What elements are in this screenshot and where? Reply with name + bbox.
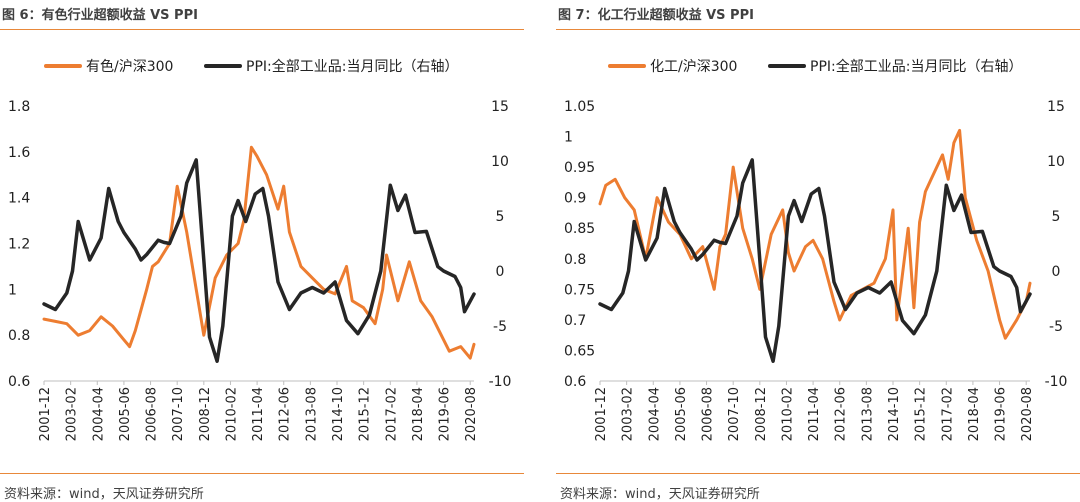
chart-panel-left: 图 6：有色行业超额收益 VS PPI 有色/沪深300 PPI:全部工业品:当… xyxy=(0,0,524,502)
legend-swatch-ratio xyxy=(44,64,82,68)
x-tick-label: 2004-04 xyxy=(91,387,106,441)
y-tick-label-left: 0.7 xyxy=(564,313,586,329)
x-tick-label: 2017-02 xyxy=(940,387,955,441)
y-tick-label-left: 1 xyxy=(8,282,17,298)
y-tick-label-right: 0 xyxy=(496,264,505,280)
x-tick-label: 2005-06 xyxy=(118,387,133,441)
x-tick-label: 2003-02 xyxy=(621,387,636,441)
x-tick-label: 2012-06 xyxy=(834,387,849,441)
y-tick-label-left: 0.75 xyxy=(564,282,595,298)
x-tick-label: 2019-06 xyxy=(438,387,453,441)
legend-item-ratio: 化工/沪深300 xyxy=(608,56,737,76)
y-tick-label-left: 0.65 xyxy=(564,343,595,359)
y-tick-label-left: 0.6 xyxy=(8,374,30,390)
legend-swatch-ppi xyxy=(768,64,806,68)
y-tick-label-left: 0.85 xyxy=(564,221,595,237)
y-tick-label-right: -5 xyxy=(493,319,507,335)
x-tick-label: 2015-12 xyxy=(914,387,929,441)
y-tick-label-right: 5 xyxy=(496,209,505,225)
legend-swatch-ratio xyxy=(608,64,646,68)
chart-title: 图 7：化工行业超额收益 VS PPI xyxy=(558,8,754,23)
series-line-ratio xyxy=(42,145,476,360)
y-tick-label-right: 5 xyxy=(1052,209,1061,225)
legend-label-ppi: PPI:全部工业品:当月同比（右轴） xyxy=(246,59,459,75)
legend-item-ratio: 有色/沪深300 xyxy=(44,56,173,76)
x-tick-label: 2018-04 xyxy=(411,387,426,441)
y-tick-label-left: 1.8 xyxy=(8,99,30,115)
y-tick-label-left: 1.05 xyxy=(564,99,595,115)
y-tick-label-left: 0.8 xyxy=(8,328,30,344)
y-tick-label-right: -10 xyxy=(1045,374,1068,390)
series-line-ppi xyxy=(42,158,476,363)
x-tick-label: 2013-08 xyxy=(304,387,319,441)
chart-plot-area: 0.6 0.8 1 1.2 1.4 1.6 1.8 -10 -5 0 5 10 15 2001-12 200… xyxy=(8,99,512,441)
x-tick-label: 2007-10 xyxy=(171,387,186,441)
x-tick-label: 2015-12 xyxy=(358,387,373,441)
chart-panel-right: 图 7：化工行业超额收益 VS PPI 化工/沪深300 PPI:全部工业品:当… xyxy=(556,0,1080,502)
y-tick-label-right: -10 xyxy=(489,374,512,390)
y-tick-label-right: 10 xyxy=(491,154,509,170)
y-tick-label-right: 10 xyxy=(1047,154,1065,170)
y-tick-label-left: 0.8 xyxy=(564,252,586,268)
x-tick-label: 2011-04 xyxy=(251,387,266,441)
source-note: 资料来源：wind，天风证券研究所 xyxy=(4,487,204,502)
x-tick-label: 2017-02 xyxy=(384,387,399,441)
source-note: 资料来源：wind，天风证券研究所 xyxy=(560,487,760,502)
x-tick-label: 2001-12 xyxy=(594,387,609,441)
x-tick-label: 2020-08 xyxy=(1020,387,1035,441)
x-tick-label: 2005-06 xyxy=(674,387,689,441)
x-tick-label: 2020-08 xyxy=(464,387,479,441)
legend-label-ratio: 有色/沪深300 xyxy=(86,59,174,75)
x-tick-label: 2010-02 xyxy=(224,387,239,441)
chart-title: 图 6：有色行业超额收益 VS PPI xyxy=(2,8,198,23)
legend-label-ppi: PPI:全部工业品:当月同比（右轴） xyxy=(810,59,1023,75)
x-tick-label: 2003-02 xyxy=(65,387,80,441)
y-tick-label-left: 1.2 xyxy=(8,237,30,253)
x-tick-label: 2007-10 xyxy=(727,387,742,441)
legend-item-ppi: PPI:全部工业品:当月同比（右轴） xyxy=(204,56,458,76)
y-tick-label-left: 0.9 xyxy=(564,191,586,207)
x-tick-label: 2011-04 xyxy=(807,387,822,441)
x-tick-label: 2010-02 xyxy=(780,387,795,441)
y-tick-label-left: 1.6 xyxy=(8,145,30,161)
y-tick-label-left: 1.4 xyxy=(8,191,30,207)
series-line-ratio xyxy=(598,128,1032,340)
y-tick-label-right: 15 xyxy=(1047,99,1065,115)
y-tick-label-left: 0.6 xyxy=(564,374,586,390)
x-tick-label: 2006-08 xyxy=(701,387,716,441)
top-rule xyxy=(0,29,524,30)
y-tick-label-right: 0 xyxy=(1052,264,1061,280)
chart-plot-area: 0.6 0.65 0.7 0.75 0.8 0.85 0.9 0.95 1 1.05 -10 -5 0 5… xyxy=(564,99,1068,441)
x-tick-label: 2012-06 xyxy=(278,387,293,441)
x-tick-label: 2014-10 xyxy=(331,387,346,441)
x-tick-label: 2001-12 xyxy=(38,387,53,441)
y-tick-label-right: 15 xyxy=(491,99,509,115)
x-tick-label: 2014-10 xyxy=(887,387,902,441)
x-tick-label: 2004-04 xyxy=(647,387,662,441)
x-tick-label: 2008-12 xyxy=(198,387,213,441)
legend-label-ratio: 化工/沪深300 xyxy=(650,59,738,75)
y-tick-label-right: -5 xyxy=(1049,319,1063,335)
legend-swatch-ppi xyxy=(204,64,242,68)
bottom-rule xyxy=(0,473,524,474)
x-tick-label: 2006-08 xyxy=(145,387,160,441)
bottom-rule xyxy=(556,473,1080,474)
top-rule xyxy=(556,29,1080,30)
x-tick-label: 2008-12 xyxy=(754,387,769,441)
legend-item-ppi: PPI:全部工业品:当月同比（右轴） xyxy=(768,56,1022,76)
x-tick-label: 2013-08 xyxy=(860,387,875,441)
x-tick-label: 2018-04 xyxy=(967,387,982,441)
y-tick-label-left: 0.95 xyxy=(564,160,595,176)
series-line-ppi xyxy=(598,158,1032,363)
x-tick-label: 2019-06 xyxy=(994,387,1009,441)
y-tick-label-left: 1 xyxy=(564,130,573,146)
